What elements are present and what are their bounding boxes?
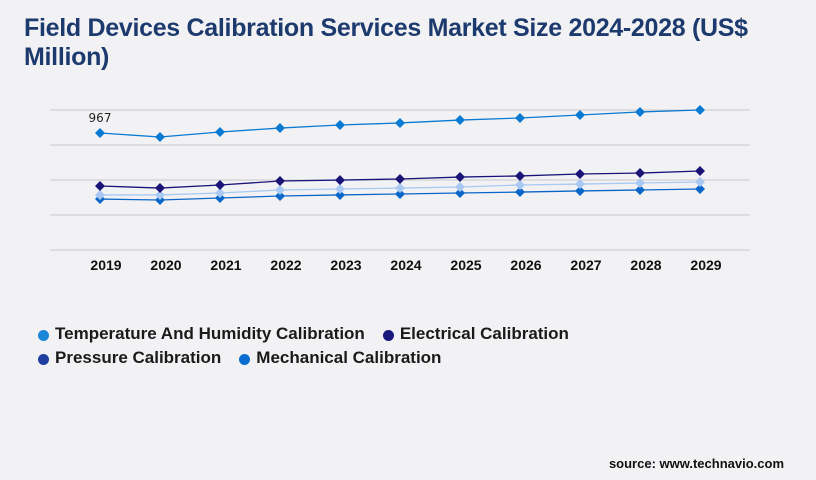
source-note: source: www.technavio.com [608,456,784,471]
x-tick-label: 2027 [570,257,601,273]
data-point [635,184,645,195]
data-point [455,172,465,183]
x-tick-label: 2029 [690,257,721,273]
data-point [575,179,585,190]
data-point [635,177,645,188]
x-tick-label: 2026 [510,257,541,273]
data-point [395,173,405,184]
data-point [395,183,405,194]
legend-label: Pressure Calibration [55,348,222,367]
data-point [275,123,285,134]
data-point [155,183,165,194]
x-tick-label: 2028 [630,257,661,273]
data-point [95,180,105,191]
line-chart: 2019 2020 2021 2022 2023 2024 2025 2026 2027 2028… [50,105,750,273]
data-point [575,109,585,120]
data-point [515,112,525,123]
data-point [515,170,525,181]
data-point [515,180,525,191]
legend-item-temperature: Temperature And Humidity Calibration [38,324,365,344]
data-point [515,187,525,198]
legend-item-electrical: Electrical Calibration [382,324,569,344]
data-point [635,168,645,179]
data-point [395,117,405,128]
data-point [215,188,225,199]
x-tick-label: 2024 [390,257,421,273]
data-point [275,176,285,187]
legend-marker [38,354,49,365]
legend-item-pressure: Pressure Calibration [38,348,221,368]
data-point [335,175,345,186]
chart-title: Field Devices Calibration Services Marke… [24,14,748,71]
legend-item-mechanical: Mechanical Calibration [239,348,441,368]
data-point [575,185,585,196]
data-point [575,169,585,180]
x-tick-label: 2022 [270,257,301,273]
data-point [155,189,165,200]
legend-marker [38,330,49,341]
data-point [695,184,705,195]
data-point [455,181,465,192]
data-point [155,131,165,142]
x-tick-label: 2023 [330,257,361,273]
data-point [275,191,285,202]
legend-label: Electrical Calibration [399,324,569,343]
x-tick-label: 2021 [210,257,241,273]
data-point [95,128,105,138]
legend: Temperature And Humidity Calibration Ele… [38,322,587,370]
legend-label: Mechanical Calibration [256,348,442,367]
data-point [455,188,465,199]
legend-marker [382,330,394,341]
data-point [635,106,645,117]
x-tick-label: 2019 [90,257,121,273]
data-point [215,127,225,138]
data-point [395,188,405,199]
data-point [155,195,165,206]
legend-label: Temperature And Humidity Calibration [55,324,365,343]
data-label: 967 [89,111,112,125]
data-point [335,184,345,195]
data-point [275,184,285,195]
data-point [455,115,465,126]
data-point [695,165,705,176]
data-point [695,105,705,116]
data-point [335,120,345,131]
legend-marker [239,354,251,365]
x-tick-label: 2020 [150,257,181,273]
data-point [215,180,225,191]
data-point [335,189,345,200]
data-point [695,177,705,188]
x-tick-label: 2025 [450,257,481,273]
data-point [95,189,105,200]
